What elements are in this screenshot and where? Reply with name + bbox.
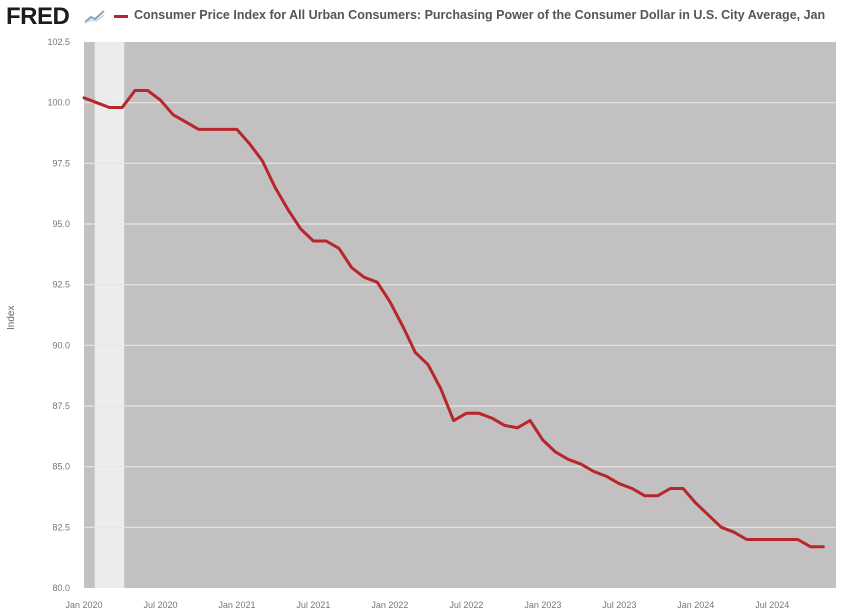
x-tick-label: Jul 2024 [755,600,789,610]
fred-logo-graph-icon [84,10,105,24]
y-tick-label: 87.5 [52,401,70,411]
plot-area [84,42,836,588]
x-tick-label: Jan 2022 [371,600,408,610]
y-tick-labels-group: 80.0 82.5 85.0 87.5 90.0 92.5 95.0 97.5 100.0 102… [47,37,70,593]
y-tick-label: 97.5 [52,158,70,168]
legend-line-swatch [114,15,128,18]
x-tick-label: Jul 2022 [449,600,483,610]
gridlines-group [84,102,836,528]
y-tick-label: 100.0 [47,98,70,108]
chart-header: FRED Consumer Price Index for All Urban … [0,0,848,34]
x-tick-label: Jul 2021 [296,600,330,610]
y-tick-label: 90.0 [52,340,70,350]
y-tick-label: 92.5 [52,280,70,290]
x-tick-label: Jan 2024 [677,600,714,610]
recession-shading-group [94,42,125,588]
y-tick-label: 80.0 [52,583,70,593]
x-tick-label: Jan 2023 [524,600,561,610]
x-tick-label: Jul 2020 [143,600,177,610]
y-tick-label: 102.5 [47,37,70,47]
fred-logo: FRED [6,3,70,30]
x-tick-label: Jul 2023 [602,600,636,610]
y-tick-label: 95.0 [52,219,70,229]
legend-series-title: Consumer Price Index for All Urban Consu… [134,8,826,22]
x-tick-label: Jan 2021 [218,600,255,610]
y-tick-label: 82.5 [52,522,70,532]
series-line [82,89,825,549]
x-tick-labels-group: Jan 2020 Jul 2020 Jan 2021 Jul 2021 Jan 2022… [65,600,789,610]
recession-band [94,42,125,588]
y-tick-label: 85.0 [52,462,70,472]
x-tick-label: Jan 2020 [65,600,102,610]
